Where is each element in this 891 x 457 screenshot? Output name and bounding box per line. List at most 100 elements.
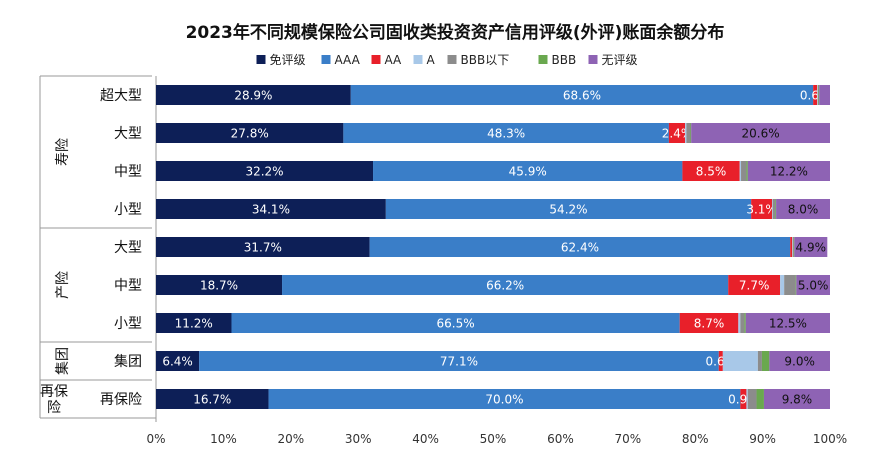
- bar-segment: [746, 389, 748, 409]
- bar-segment: [156, 275, 283, 295]
- x-tick-label: 20%: [277, 432, 304, 446]
- data-label: 4.9%: [796, 241, 827, 255]
- data-label: 32.2%: [245, 165, 283, 179]
- bar-segment: [738, 313, 741, 333]
- data-label: 34.1%: [252, 203, 290, 217]
- data-label: 8.0%: [788, 203, 819, 217]
- bar-segment: [795, 275, 797, 295]
- data-label: 9.0%: [784, 355, 815, 369]
- data-label: 28.9%: [234, 89, 272, 103]
- chart-title: 2023年不同规模保险公司固收类投资资产信用评级(外评)账面余额分布: [186, 22, 725, 43]
- bar-segment: [718, 351, 723, 371]
- bar-segment: [156, 351, 200, 371]
- x-tick-label: 50%: [480, 432, 507, 446]
- data-label: 20.6%: [742, 127, 780, 141]
- data-label: 70.0%: [485, 393, 523, 407]
- bars: 超大型 28.9% 68.6% 0.6%大型 27.8% 48.3% 2.4% 20.6%中型…: [100, 85, 830, 409]
- group-label-0: 寿险: [54, 138, 71, 166]
- data-label: 9.8%: [782, 393, 813, 407]
- bar-segment: [792, 237, 794, 257]
- data-label: 62.4%: [561, 241, 599, 255]
- bar-segment: [792, 237, 793, 257]
- legend-item-0: 免评级: [256, 52, 306, 67]
- bar-segment: [350, 85, 814, 105]
- bar-segment: [156, 237, 370, 257]
- bar-segment: [772, 199, 773, 219]
- legend-item-3: A: [413, 53, 436, 67]
- bar-segment: [722, 351, 758, 371]
- bar-segment: [679, 313, 739, 333]
- bar-segment: [686, 123, 691, 143]
- category-label: 大型: [114, 126, 142, 142]
- legend-swatch: [538, 55, 548, 64]
- bar-segment: [690, 123, 692, 143]
- x-tick-label: 100%: [813, 432, 847, 446]
- bar-segment: [156, 389, 269, 409]
- data-label: 31.7%: [244, 241, 282, 255]
- legend-item-1: AAA: [321, 53, 361, 67]
- data-label: 77.1%: [440, 355, 478, 369]
- bar-segment: [796, 275, 830, 295]
- bar-segment: [790, 237, 793, 257]
- bar-segment: [373, 161, 683, 181]
- data-label: 8.7%: [694, 317, 725, 331]
- bar-segment: [776, 199, 830, 219]
- legend-swatch: [588, 55, 598, 64]
- bar-segment: [769, 351, 830, 371]
- bar-segment: [156, 85, 351, 105]
- data-label: 16.7%: [193, 393, 231, 407]
- x-tick-label: 90%: [749, 432, 776, 446]
- bar-segment: [819, 85, 830, 105]
- bar-segment: [385, 199, 752, 219]
- data-label: 8.5%: [696, 165, 727, 179]
- data-label: 12.5%: [769, 317, 807, 331]
- legend-label: BBB: [552, 53, 577, 67]
- bar-segment: [668, 123, 686, 143]
- legend-item-5: BBB: [538, 53, 577, 67]
- category-label: 集团: [114, 353, 142, 370]
- category-label: 中型: [114, 278, 142, 294]
- legend-swatch: [256, 55, 266, 64]
- legend-item-2: AA: [371, 53, 402, 67]
- legend-swatch: [321, 55, 331, 64]
- legend-item-6: 无评级: [588, 53, 638, 67]
- bar-segment: [739, 161, 742, 181]
- bar-segment: [740, 313, 745, 333]
- bar-segment: [818, 85, 820, 105]
- bar-segment: [756, 389, 764, 409]
- bar-segment: [784, 275, 796, 295]
- bar-segment: [761, 351, 770, 371]
- bar-segment: [156, 313, 232, 333]
- x-tick-label: 80%: [682, 432, 709, 446]
- category-label: 再保险: [100, 392, 142, 408]
- x-tick-label: 60%: [547, 432, 574, 446]
- data-label: 12.2%: [770, 165, 808, 179]
- legend-label: 无评级: [602, 53, 638, 67]
- bar-segment: [682, 161, 740, 181]
- legend: 免评级 AAA AA A BBB以下 BBB 无评级: [256, 52, 638, 67]
- x-tick-label: 30%: [345, 432, 372, 446]
- bar-segment: [156, 199, 386, 219]
- bar-segment: [728, 275, 781, 295]
- bar-segment: [775, 199, 777, 219]
- x-tick-label: 40%: [412, 432, 439, 446]
- data-label: 27.8%: [231, 127, 269, 141]
- category-label: 小型: [114, 202, 142, 218]
- bar-segment: [751, 199, 773, 219]
- bar-segment: [757, 351, 762, 371]
- category-label: 超大型: [100, 88, 142, 104]
- bar-segment: [740, 389, 747, 409]
- bar-segment: [746, 161, 748, 181]
- data-label: 18.7%: [200, 279, 238, 293]
- bar-segment: [343, 123, 669, 143]
- legend-label: A: [427, 53, 436, 67]
- bar-segment: [780, 275, 785, 295]
- data-label: 66.2%: [486, 279, 524, 293]
- data-label: 48.3%: [487, 127, 525, 141]
- bar-segment: [793, 237, 795, 257]
- category-label: 小型: [114, 316, 142, 332]
- bar-segment: [691, 123, 830, 143]
- bar-segment: [156, 161, 374, 181]
- bar-segment: [744, 313, 746, 333]
